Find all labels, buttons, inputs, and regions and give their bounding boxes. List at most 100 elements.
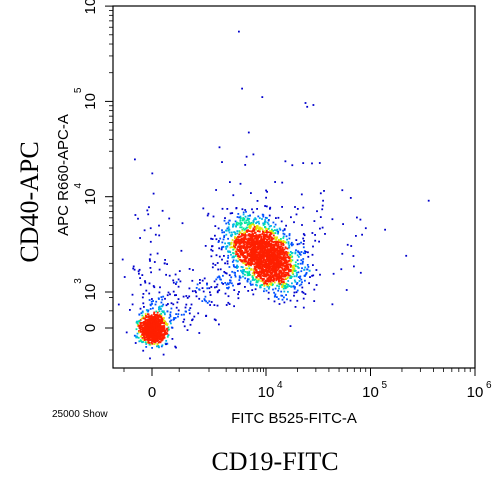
event-dot <box>147 341 150 343</box>
event-dot <box>290 277 292 279</box>
event-dot <box>277 275 279 278</box>
event-dot <box>251 253 254 256</box>
event-dot <box>276 277 279 279</box>
event-dot <box>261 265 263 268</box>
event-dot <box>177 285 180 288</box>
event-dot <box>286 265 289 268</box>
event-dot <box>249 248 252 251</box>
event-dot <box>202 290 205 293</box>
event-dot <box>256 260 259 263</box>
event-dot <box>149 253 152 256</box>
event-dot <box>355 235 357 237</box>
event-dot <box>240 237 243 240</box>
event-dot <box>268 248 271 251</box>
event-dot <box>272 243 274 246</box>
event-dot <box>244 236 247 238</box>
event-dot <box>274 253 277 256</box>
event-dot <box>182 321 185 323</box>
event-dot <box>271 282 273 285</box>
event-dot <box>157 323 159 326</box>
event-dot <box>257 235 260 238</box>
event-dot <box>265 205 268 208</box>
event-dot <box>201 300 204 302</box>
event-dot <box>237 248 239 251</box>
event-dot <box>142 349 145 352</box>
event-dot <box>157 322 159 324</box>
event-dot <box>273 268 276 271</box>
event-dot <box>271 240 273 243</box>
event-dot <box>244 222 246 224</box>
event-dot <box>151 303 153 305</box>
event-dot <box>158 310 161 313</box>
event-dot <box>282 283 285 285</box>
event-dot <box>250 264 252 267</box>
event-dot <box>238 249 241 252</box>
event-dot <box>321 226 324 229</box>
event-dot <box>291 269 294 272</box>
event-dot <box>158 291 161 294</box>
event-dot <box>275 217 277 219</box>
event-dot <box>248 230 251 232</box>
event-dot <box>237 255 239 258</box>
event-dot <box>318 162 321 164</box>
event-dot <box>254 271 257 274</box>
event-dot <box>169 311 172 314</box>
event-dot <box>253 226 256 228</box>
event-dot <box>306 268 308 271</box>
event-dot <box>276 269 279 272</box>
event-dot <box>268 268 271 271</box>
event-dot <box>253 234 256 237</box>
event-dot <box>292 270 295 272</box>
event-dot <box>296 259 299 262</box>
event-dot <box>275 267 277 269</box>
event-dot <box>255 266 258 268</box>
event-dot <box>259 240 262 242</box>
event-dot <box>265 263 268 265</box>
event-dot <box>287 252 290 255</box>
event-dot <box>286 298 288 301</box>
event-dot <box>285 241 288 244</box>
event-dot <box>234 255 237 257</box>
event-dot <box>155 323 158 326</box>
event-dot <box>259 266 262 269</box>
event-dot <box>269 248 272 250</box>
event-dot <box>243 269 245 271</box>
event-dot <box>239 226 242 229</box>
event-dot <box>284 256 287 259</box>
event-dot <box>180 313 183 316</box>
event-dot <box>149 320 152 323</box>
event-dot <box>191 279 194 282</box>
event-dot <box>139 321 142 324</box>
event-dot <box>137 336 140 339</box>
event-dot <box>144 329 146 332</box>
event-dot <box>239 258 242 261</box>
event-dot <box>290 216 292 219</box>
event-dot <box>243 228 246 231</box>
event-dot <box>261 264 264 267</box>
event-dot <box>293 270 296 272</box>
event-dot <box>286 261 289 264</box>
event-dot <box>273 229 276 231</box>
event-dot <box>269 266 272 269</box>
event-dot <box>318 240 320 243</box>
event-dot <box>293 265 295 267</box>
event-dot <box>243 236 245 239</box>
event-dot <box>232 252 234 254</box>
event-dot <box>249 251 252 254</box>
event-dot <box>247 237 250 240</box>
event-dot <box>264 264 266 267</box>
event-dot <box>276 252 278 254</box>
event-dot <box>260 227 263 230</box>
event-dot <box>260 272 263 275</box>
event-dot <box>163 317 165 319</box>
event-dot <box>306 105 309 108</box>
event-dot <box>290 255 292 257</box>
event-dot <box>262 257 265 260</box>
event-dot <box>246 267 249 270</box>
event-dot <box>151 319 154 322</box>
event-dot <box>215 189 217 191</box>
event-dot <box>149 328 152 331</box>
event-dot <box>281 206 283 208</box>
event-dot <box>184 306 187 309</box>
event-dot <box>239 251 241 254</box>
